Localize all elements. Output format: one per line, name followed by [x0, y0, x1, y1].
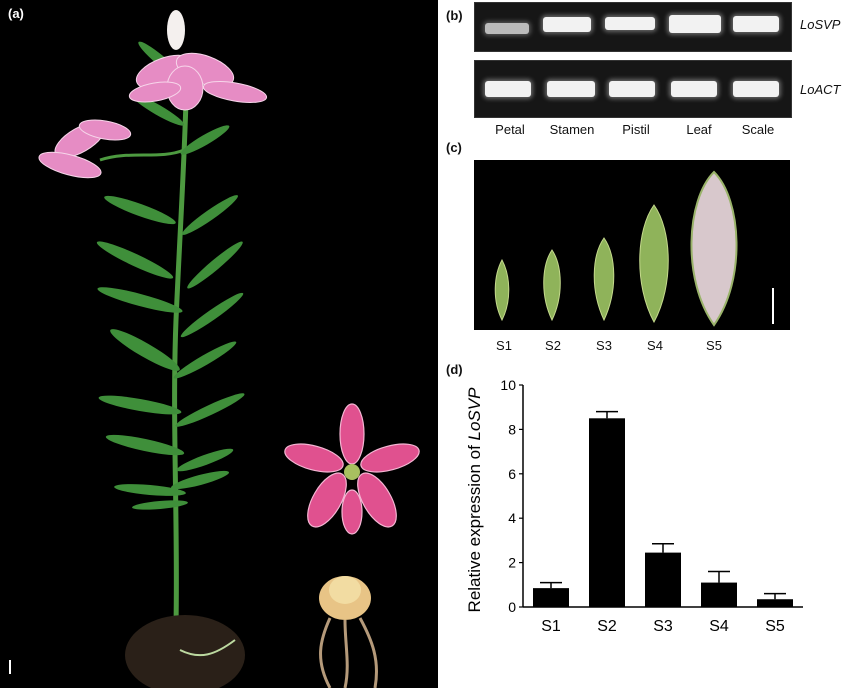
bud-s2: [543, 249, 561, 322]
gel-band: [669, 15, 721, 33]
bar-s2: [589, 418, 625, 607]
gel-band: [605, 17, 655, 30]
panel-b-label: (b): [446, 8, 463, 23]
y-tick-label: 6: [508, 466, 516, 482]
stage-label-s5: S5: [706, 338, 722, 353]
bud-s3: [593, 237, 615, 322]
lane-label-leaf: Leaf: [686, 122, 712, 137]
gel-row-losvp: [474, 2, 792, 52]
stage-label-s2: S2: [545, 338, 561, 353]
bud-s4: [639, 204, 669, 324]
lane-label-scale: Scale: [741, 122, 775, 137]
bar-s4: [701, 582, 737, 607]
panel-c-label: (c): [446, 140, 462, 155]
expression-bar-chart: Relative expression of LoSVP 0 2 4 6 8 10 S1 S2…: [465, 377, 803, 635]
gel-band: [547, 81, 595, 97]
gel-band: [485, 81, 531, 97]
x-tick-label: S3: [653, 618, 673, 635]
panel-d-label: (d): [446, 362, 463, 377]
bud-s5: [690, 170, 738, 327]
gel-row-loact: [474, 60, 792, 118]
bar-s1: [533, 588, 569, 607]
y-tick-label: 0: [508, 599, 516, 615]
y-axis-label: Relative expression of LoSVP: [465, 387, 484, 613]
x-tick-label: S5: [765, 618, 785, 635]
gel-band: [485, 23, 529, 34]
bud-illustration: [494, 170, 774, 327]
stage-label-s4: S4: [647, 338, 663, 353]
stage-label-s3: S3: [596, 338, 612, 353]
gel-band: [733, 16, 779, 32]
y-tick-label: 8: [508, 421, 516, 437]
x-tick-label: S1: [541, 618, 561, 635]
lily-plant-illustration: [9, 10, 420, 688]
gel-band: [733, 81, 779, 97]
bud-stages-photo: [474, 160, 790, 330]
plant-photo-panel: (a): [0, 0, 438, 688]
lane-label-pistil: Pistil: [622, 122, 650, 137]
bud-s1: [494, 258, 510, 322]
gel-band: [543, 17, 591, 32]
x-tick-label: S4: [709, 618, 729, 635]
lane-label-stamen: Stamen: [549, 122, 595, 137]
y-tick-label: 10: [500, 377, 516, 393]
stage-label-s1: S1: [496, 338, 512, 353]
y-tick-label: 2: [508, 555, 516, 571]
gene-label-loact: LoACT: [800, 82, 841, 97]
chart-bars: [533, 410, 793, 607]
bud-scale-bar: [772, 288, 774, 324]
x-tick-label: S2: [597, 618, 617, 635]
bar-s5: [757, 599, 793, 607]
bar-s3: [645, 552, 681, 607]
gel-band: [609, 81, 655, 97]
gel-band: [671, 81, 717, 97]
lane-label-petal: Petal: [495, 122, 525, 137]
y-tick-label: 4: [508, 510, 516, 526]
panel-a-label: (a): [8, 6, 24, 21]
gene-label-losvp: LoSVP: [800, 17, 841, 32]
